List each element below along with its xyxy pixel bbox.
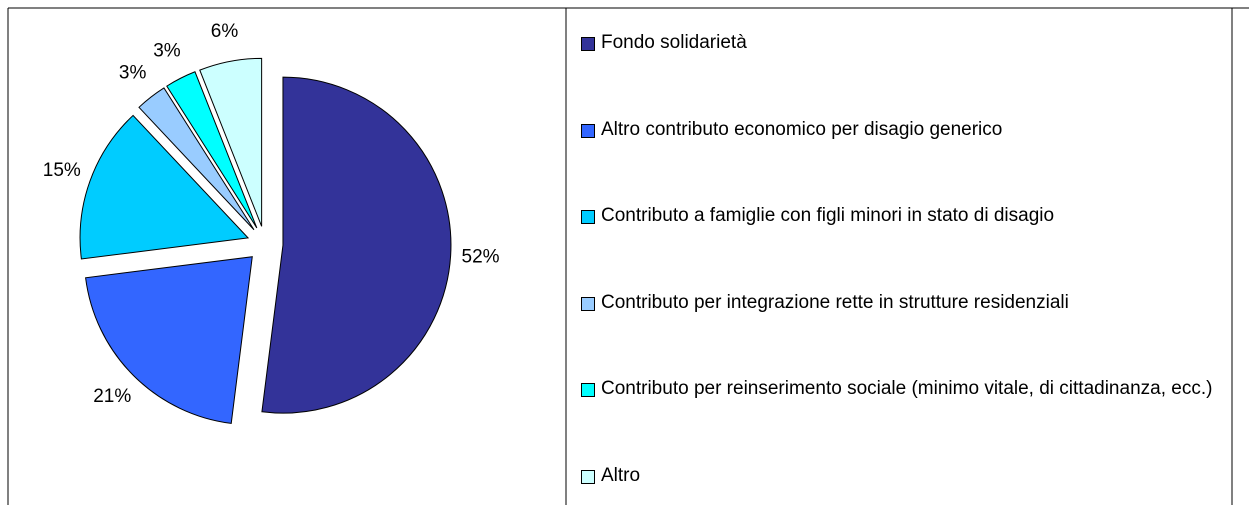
legend: Fondo solidarietà Altro contributo econom… — [578, 0, 1218, 505]
data-label: 6% — [211, 21, 239, 42]
legend-swatch — [581, 296, 595, 311]
legend-item: Altro — [578, 460, 1218, 492]
legend-label: Contributo a famiglie con figli minori i… — [601, 205, 1055, 226]
legend-item: Altro contributo economico per disagio g… — [578, 114, 1218, 146]
pie-slice — [79, 114, 250, 260]
data-label: 52% — [462, 247, 500, 268]
pie-slice — [199, 57, 263, 227]
legend-label: Fondo solidarietà — [601, 32, 747, 53]
legend-swatch — [581, 37, 595, 51]
legend-swatch — [581, 123, 595, 138]
data-label: 21% — [93, 386, 131, 407]
legend-swatch — [581, 383, 595, 397]
pie-slice — [166, 71, 258, 229]
legend-label: Contributo per integrazione rette in str… — [601, 291, 1069, 313]
legend-label: Contributo per reinserimento sociale (mi… — [601, 378, 1213, 399]
data-label: 3% — [119, 62, 147, 83]
legend-label: Altro — [601, 464, 641, 486]
pie-slice — [85, 256, 253, 424]
legend-label: Altro contributo economico per disagio g… — [601, 118, 1003, 140]
legend-item: Contributo a famiglie con figli minori i… — [578, 200, 1218, 232]
data-label: 3% — [153, 41, 181, 62]
legend-item: Contributo per integrazione rette in str… — [578, 287, 1218, 319]
legend-item: Fondo solidarietà — [578, 27, 1218, 59]
legend-swatch — [581, 210, 595, 224]
legend-swatch — [581, 469, 595, 484]
data-label: 15% — [43, 160, 81, 181]
legend-item: Contributo per reinserimento sociale (mi… — [578, 373, 1218, 405]
pie-slice — [138, 87, 255, 231]
pie-slice — [261, 76, 452, 414]
